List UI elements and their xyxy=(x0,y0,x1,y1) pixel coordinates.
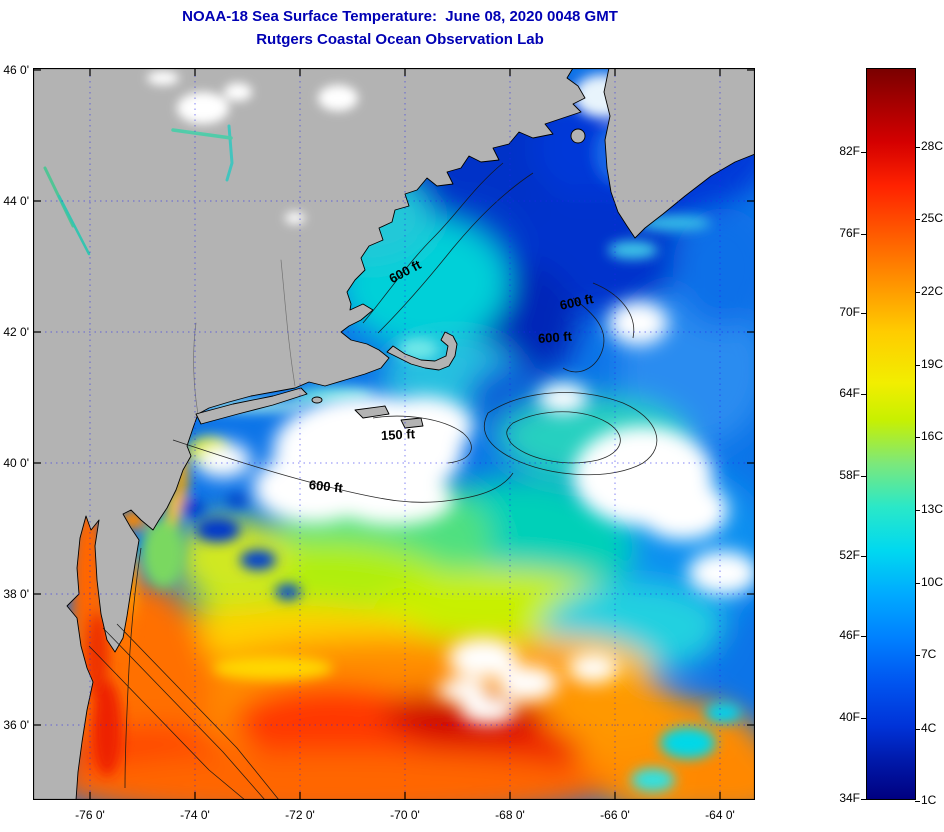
colorbar-label-82f: 82F xyxy=(820,144,866,158)
lat-label-40: 40 0' xyxy=(3,456,29,470)
page-title: NOAA-18 Sea Surface Temperature: June 08… xyxy=(182,8,618,25)
colorbar-label-10c: 10C xyxy=(915,575,944,589)
depth-contours xyxy=(88,162,658,800)
lat-label-42: 42 0' xyxy=(3,325,29,339)
colorbar-label-34f: 34F xyxy=(820,791,866,805)
lon-label-70: -70 0' xyxy=(390,808,420,822)
temperature-colorbar xyxy=(866,68,916,800)
colorbar-label-40f: 40F xyxy=(820,710,866,724)
lon-label-66: -66 0' xyxy=(600,808,630,822)
page-subtitle: Rutgers Coastal Ocean Observation Lab xyxy=(256,31,544,48)
colorbar-label-76f: 76F xyxy=(820,226,866,240)
nova-scotia xyxy=(603,68,755,239)
grid-layer xyxy=(34,70,754,798)
lat-label-44: 44 0' xyxy=(3,194,29,208)
depth-label-600ft-3: 600 ft xyxy=(537,328,573,346)
colorbar-label-70f: 70F xyxy=(820,305,866,319)
colorbar-label-1c: 1C xyxy=(915,793,944,807)
cloud-over-land-layer xyxy=(147,71,358,224)
colorbar-label-58f: 58F xyxy=(820,468,866,482)
long-island xyxy=(195,387,308,425)
colorbar-label-52f: 52F xyxy=(820,548,866,562)
colorbar-label-4c: 4C xyxy=(915,721,944,735)
colorbar-label-25c: 25C xyxy=(915,211,944,225)
block-island xyxy=(311,396,323,404)
axis-ticks xyxy=(33,68,755,800)
lon-label-64: -64 0' xyxy=(705,808,735,822)
grand-manan-island xyxy=(570,128,586,144)
mainland xyxy=(33,68,586,800)
sst-map-image xyxy=(33,68,755,800)
lat-label-36: 36 0' xyxy=(3,718,29,732)
colorbar-label-13c: 13C xyxy=(915,502,944,516)
lon-label-76: -76 0' xyxy=(75,808,105,822)
lon-label-72: -72 0' xyxy=(285,808,315,822)
colorbar-label-19c: 19C xyxy=(915,357,944,371)
map-frame xyxy=(33,68,755,800)
cape-cod xyxy=(386,331,458,371)
colorbar-label-64f: 64F xyxy=(820,386,866,400)
colorbar-label-22c: 22C xyxy=(915,284,944,298)
sst-map xyxy=(33,68,755,800)
colorbar-label-7c: 7C xyxy=(915,647,944,661)
nantucket xyxy=(400,417,424,429)
depth-label-150ft: 150 ft xyxy=(380,426,416,443)
lon-label-74: -74 0' xyxy=(180,808,210,822)
lat-label-38: 38 0' xyxy=(3,587,29,601)
lon-label-68: -68 0' xyxy=(495,808,525,822)
inland-water xyxy=(43,124,296,415)
marthas-vineyard xyxy=(354,405,390,419)
colorbar-label-46f: 46F xyxy=(820,628,866,642)
colorbar-label-28c: 28C xyxy=(915,139,944,153)
colorbar-label-16c: 16C xyxy=(915,429,944,443)
land-layer xyxy=(33,68,755,800)
lat-label-46: 46 0' xyxy=(3,63,29,77)
